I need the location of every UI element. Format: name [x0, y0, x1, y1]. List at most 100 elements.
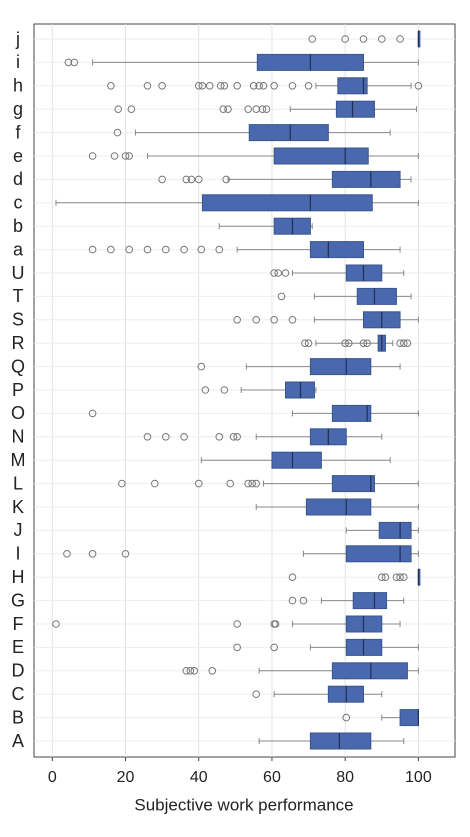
box	[337, 77, 368, 95]
outlier	[194, 175, 203, 184]
y-tick-label: h	[13, 76, 23, 96]
outlier	[396, 339, 404, 348]
outlier	[233, 643, 241, 652]
y-tick-label: b	[13, 216, 23, 236]
outlier	[270, 82, 278, 90]
outlier	[249, 82, 258, 90]
y-tick-label: C	[12, 684, 25, 704]
outlier	[143, 433, 152, 441]
outlier	[151, 479, 159, 488]
y-tick-label: E	[12, 637, 24, 657]
outlier	[414, 82, 423, 90]
outlier	[158, 175, 166, 184]
outlier	[215, 245, 224, 254]
outlier	[88, 152, 97, 160]
outlier	[63, 550, 71, 558]
outlier	[399, 573, 408, 582]
outlier	[143, 82, 152, 90]
box	[378, 521, 412, 539]
y-tick-label: K	[12, 497, 24, 517]
outlier	[125, 245, 133, 254]
outlier	[252, 316, 261, 324]
y-tick-label: S	[12, 310, 24, 330]
outlier	[270, 643, 278, 652]
outlier	[281, 269, 290, 277]
outlier	[288, 596, 297, 605]
outlier	[190, 667, 199, 675]
box	[309, 241, 364, 259]
outlier	[125, 152, 133, 160]
y-tick-label: O	[11, 403, 25, 423]
outlier	[233, 316, 241, 324]
y-tick-label: N	[12, 427, 25, 447]
y-tick-label: e	[13, 146, 23, 166]
outlier	[233, 82, 241, 90]
y-tick-label: P	[12, 380, 24, 400]
y-tick-label: J	[14, 520, 23, 540]
x-tick-label: 60	[263, 769, 281, 786]
box	[309, 732, 372, 750]
outlier	[143, 245, 152, 254]
x-tick-label: 20	[117, 769, 135, 786]
outlier	[377, 573, 386, 582]
outlier	[208, 667, 217, 675]
outlier	[121, 152, 130, 160]
outlier	[220, 386, 229, 394]
outlier	[277, 292, 286, 301]
outlier	[299, 596, 308, 605]
outlier	[187, 175, 196, 184]
outlier	[186, 667, 195, 675]
outlier	[252, 690, 261, 699]
outlier	[220, 82, 229, 90]
y-tick-label: I	[15, 544, 20, 564]
outlier	[121, 550, 130, 558]
outlier	[262, 105, 271, 113]
outlier	[194, 82, 203, 90]
outlier	[161, 245, 170, 254]
outlier	[345, 339, 353, 348]
outlier	[64, 58, 73, 67]
outlier	[201, 386, 210, 394]
outlier	[341, 339, 349, 348]
outlier	[258, 105, 267, 113]
outlier	[127, 105, 136, 113]
outlier	[301, 339, 309, 348]
outlier	[219, 105, 228, 113]
outlier	[88, 245, 97, 254]
outlier	[110, 152, 119, 160]
outlier	[158, 82, 166, 90]
outlier	[180, 433, 188, 441]
outlier	[288, 316, 297, 324]
outlier	[114, 105, 122, 113]
outlier	[259, 82, 268, 90]
y-tick-label: M	[11, 450, 26, 470]
y-tick-label: A	[12, 731, 24, 751]
y-tick-label: H	[12, 567, 25, 587]
outlier	[392, 573, 401, 582]
outlier	[252, 479, 261, 488]
outlier	[381, 573, 390, 582]
box	[345, 545, 412, 563]
box	[273, 147, 369, 165]
box	[331, 170, 401, 188]
outlier	[107, 82, 115, 90]
outlier	[288, 82, 297, 90]
y-tick-label: Q	[11, 356, 25, 376]
outlier	[194, 479, 203, 488]
box	[201, 194, 373, 212]
outlier	[229, 433, 238, 441]
outlier	[308, 35, 317, 43]
y-tick-label: a	[13, 239, 24, 259]
x-tick-label: 40	[190, 769, 208, 786]
y-tick-label: T	[13, 286, 24, 306]
outlier	[215, 433, 224, 441]
box	[309, 358, 372, 376]
y-tick-label: G	[11, 590, 25, 610]
outlier	[107, 245, 115, 254]
box	[331, 662, 408, 680]
y-tick-label: R	[12, 333, 25, 353]
outlier	[304, 339, 313, 348]
outlier	[341, 35, 349, 43]
outlier	[233, 433, 241, 441]
